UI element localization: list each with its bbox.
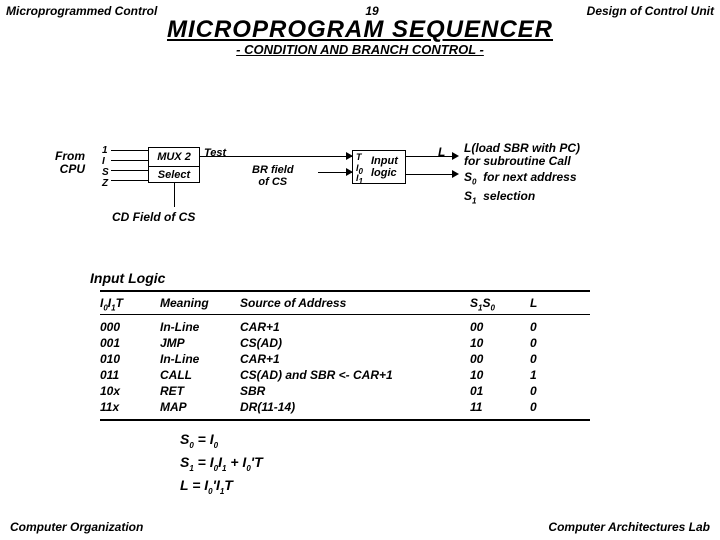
mux2-select: Select [149, 166, 199, 184]
cell: 00 [470, 319, 530, 335]
cell: 010 [100, 351, 160, 367]
th-iit: I0I1T [100, 296, 160, 312]
cell: JMP [160, 335, 240, 351]
cell: 11 [470, 399, 530, 415]
table-row: 010In-LineCAR+1000 [100, 351, 590, 367]
cell: 0 [530, 351, 570, 367]
truth-table: I0I1T Meaning Source of Address S1S0 L 0… [100, 290, 590, 421]
cell: CAR+1 [240, 351, 470, 367]
cell: 0 [530, 399, 570, 415]
cell: CAR+1 [240, 319, 470, 335]
sig-z: Z [102, 178, 109, 189]
cell: 11x [100, 399, 160, 415]
s1-desc: S1 selection [464, 189, 577, 208]
th-meaning: Meaning [160, 296, 240, 312]
cell: SBR [240, 383, 470, 399]
cell: DR(11-14) [240, 399, 470, 415]
br-label-2: of CS [252, 176, 294, 188]
cd-field-label: CD Field of CS [112, 210, 195, 224]
th-source: Source of Address [240, 296, 470, 312]
logic-w2: logic [371, 167, 398, 179]
cell: 0 [530, 319, 570, 335]
sig-1: 1 [102, 145, 109, 156]
cell: 01 [470, 383, 530, 399]
table-row: 001JMPCS(AD)100 [100, 335, 590, 351]
input-logic-box: T I0 I1 Input logic [352, 150, 406, 184]
table-row: 000In-LineCAR+1000 [100, 319, 590, 335]
cell: 10 [470, 367, 530, 383]
cell: 000 [100, 319, 160, 335]
l-output: L [438, 145, 445, 159]
from-cpu-l2: CPU [55, 163, 85, 176]
cell: 1 [530, 367, 570, 383]
cell: CS(AD) and SBR <- CAR+1 [240, 367, 470, 383]
page-title: MICROPROGRAM SEQUENCER [0, 16, 720, 44]
block-diagram: From CPU 1 I S Z MUX 2 Select Test BR fi… [0, 112, 720, 262]
logic-t: T [356, 152, 362, 162]
logic-w1: Input [371, 155, 398, 167]
cell: In-Line [160, 319, 240, 335]
cell: 10x [100, 383, 160, 399]
cell: CS(AD) [240, 335, 470, 351]
cell: 10 [470, 335, 530, 351]
cell: 0 [530, 335, 570, 351]
br-label-1: BR field [252, 164, 294, 176]
eq-s0: S0 = I0 [180, 431, 720, 454]
header-left: Microprogrammed Control [6, 4, 157, 18]
equations: S0 = I0 S1 = I0I1 + I0'T L = I0'I1T [180, 431, 720, 499]
sig-s: S [102, 167, 109, 178]
mux2-box: MUX 2 Select [148, 147, 200, 183]
th-l: L [530, 296, 570, 312]
header-right: Design of Control Unit [587, 4, 714, 18]
footer-left: Computer Organization [10, 520, 143, 534]
test-label: Test [204, 147, 226, 159]
logic-i1: I1 [356, 173, 363, 186]
cell: In-Line [160, 351, 240, 367]
table-title: Input Logic [90, 270, 720, 286]
eq-l: L = I0'I1T [180, 477, 720, 500]
cell: 001 [100, 335, 160, 351]
cell: 0 [530, 383, 570, 399]
cell: 011 [100, 367, 160, 383]
th-s1s0: S1S0 [470, 296, 530, 312]
sig-i: I [102, 156, 109, 167]
cell: RET [160, 383, 240, 399]
l-desc-2: for subroutine Call [464, 155, 580, 168]
table-row: 011CALLCS(AD) and SBR <- CAR+1101 [100, 367, 590, 383]
cell: 00 [470, 351, 530, 367]
table-row: 10xRETSBR010 [100, 383, 590, 399]
s0-desc: S0 for next address [464, 170, 577, 189]
eq-s1: S1 = I0I1 + I0'T [180, 454, 720, 477]
page-subtitle: - CONDITION AND BRANCH CONTROL - [0, 42, 720, 57]
cell: MAP [160, 399, 240, 415]
table-row: 11xMAPDR(11-14)110 [100, 399, 590, 415]
footer-right: Computer Architectures Lab [548, 520, 710, 534]
cell: CALL [160, 367, 240, 383]
mux2-label: MUX 2 [149, 148, 199, 166]
